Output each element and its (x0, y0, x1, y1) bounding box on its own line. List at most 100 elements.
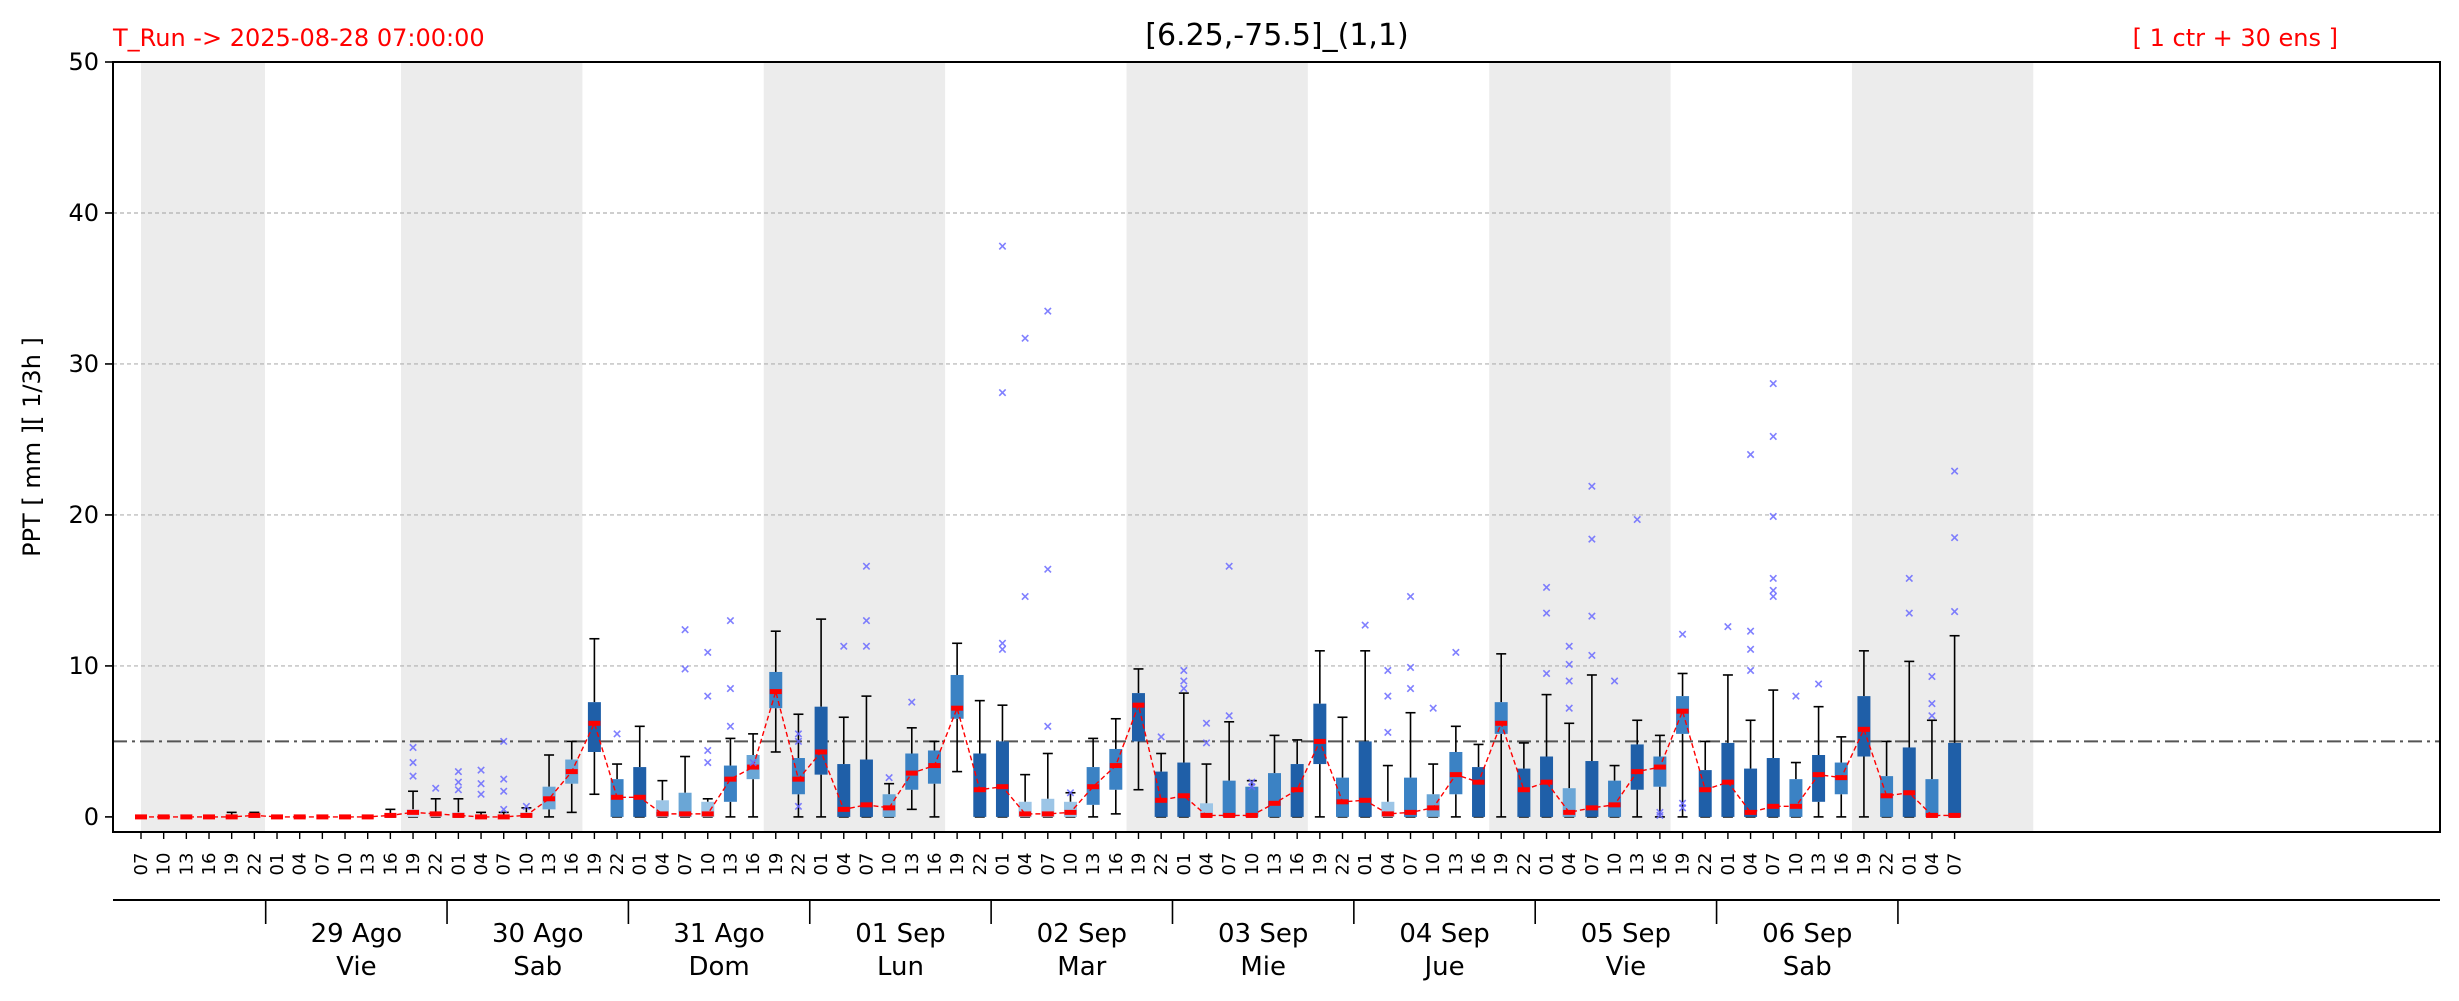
box-iqr (1540, 756, 1554, 817)
hour-tick-label: 10 (1605, 853, 1626, 876)
median-marker (497, 814, 510, 820)
y-tick-label: 30 (68, 350, 99, 378)
hour-tick-label: 01 (267, 853, 288, 876)
hour-tick-label: 10 (516, 853, 537, 876)
hour-tick-label: 19 (1491, 853, 1512, 876)
y-tick-label: 10 (68, 652, 99, 680)
median-marker (1835, 775, 1848, 781)
outlier-marker (681, 625, 689, 634)
hour-tick-label: 16 (562, 853, 583, 876)
hour-tick-label: 10 (879, 853, 900, 876)
outlier-marker (1180, 684, 1188, 693)
outlier-marker (681, 665, 689, 673)
box-iqr (1766, 758, 1780, 817)
hour-tick-label: 10 (1242, 853, 1263, 876)
median-marker (1563, 809, 1576, 815)
median-marker (1676, 708, 1689, 714)
hour-tick-label: 10 (1786, 853, 1807, 876)
median-marker (1789, 803, 1802, 809)
hour-tick-label: 22 (607, 853, 628, 876)
hour-tick-label: 22 (1514, 853, 1535, 876)
hour-tick-label: 16 (1287, 853, 1308, 876)
outlier-marker (794, 802, 803, 811)
median-marker (225, 814, 238, 820)
day-date-label: 05 Sep (1581, 919, 1671, 949)
outlier-marker (1202, 719, 1211, 728)
box-iqr (837, 764, 851, 817)
median-marker (1404, 809, 1417, 815)
outlier-marker (499, 737, 508, 746)
median-marker (951, 705, 964, 711)
outlier-marker (1021, 334, 1029, 343)
outlier-marker (1950, 607, 1959, 616)
outlier-marker (1044, 565, 1052, 574)
median-marker (973, 787, 986, 793)
outlier-marker (703, 648, 712, 657)
outlier-marker (1021, 592, 1029, 601)
median-marker (769, 689, 782, 695)
median-marker (1245, 812, 1258, 818)
outlier-marker (1202, 739, 1211, 747)
outlier-marker (1746, 666, 1755, 675)
hour-tick-label: 04 (1378, 853, 1399, 876)
box-iqr (1268, 773, 1281, 817)
hour-tick-label: 07 (1945, 853, 1966, 876)
outlier-marker (1066, 788, 1075, 797)
median-marker (1517, 787, 1530, 793)
box-iqr (1653, 756, 1667, 787)
median-marker (611, 794, 624, 800)
median-marker (271, 814, 284, 820)
outlier-marker (1542, 669, 1551, 678)
hour-tick-label: 07 (675, 853, 696, 876)
hour-tick-label: 22 (426, 853, 447, 876)
median-marker (815, 749, 828, 755)
day-weekday-label: Mie (1240, 952, 1286, 982)
median-marker (407, 809, 420, 815)
hour-tick-label: 13 (1446, 853, 1467, 876)
median-marker (429, 811, 442, 817)
outlier-marker (1769, 574, 1778, 583)
night-band (1126, 62, 1308, 832)
outlier-marker (477, 766, 485, 774)
outlier-marker (840, 642, 848, 651)
box-iqr (950, 674, 964, 719)
day-weekday-label: Mar (1057, 952, 1106, 982)
median-marker (1472, 779, 1485, 785)
hour-tick-label: 16 (1106, 853, 1127, 876)
day-weekday-label: Lun (877, 952, 924, 982)
day-date-label: 31 Ago (673, 919, 765, 949)
hour-tick-label: 01 (1174, 853, 1195, 876)
outlier-marker (1769, 432, 1778, 441)
outlier-marker (409, 743, 417, 752)
outlier-marker (522, 802, 531, 811)
outlier-marker (477, 790, 485, 799)
outlier-marker (749, 758, 757, 767)
outlier-marker (1384, 692, 1392, 700)
day-weekday-label: Dom (688, 952, 749, 982)
outlier-marker (431, 784, 440, 792)
hour-tick-label: 01 (1899, 853, 1920, 876)
median-marker (1291, 787, 1304, 793)
day-date-label: 29 Ago (311, 919, 403, 949)
hour-tick-label: 04 (1196, 853, 1217, 876)
outlier-marker (1565, 642, 1573, 651)
hour-tick-label: 13 (539, 853, 560, 876)
outlier-marker (1746, 627, 1755, 635)
night-band (401, 62, 583, 832)
hour-tick-label: 04 (471, 853, 492, 876)
hour-tick-label: 04 (834, 853, 855, 876)
median-marker (1744, 809, 1757, 815)
outlier-marker (1928, 672, 1936, 681)
day-date-label: 02 Sep (1037, 919, 1127, 949)
hour-tick-label: 19 (222, 853, 243, 876)
hour-tick-label: 19 (766, 853, 787, 876)
median-marker (1359, 797, 1372, 803)
night-band (1851, 62, 2034, 832)
outlier-marker (998, 645, 1007, 654)
outlier-marker (1950, 533, 1959, 542)
median-marker (1268, 800, 1281, 806)
hour-tick-label: 01 (448, 853, 469, 876)
outlier-marker (1588, 612, 1596, 620)
outlier-marker (1406, 684, 1415, 693)
median-marker (565, 769, 578, 775)
